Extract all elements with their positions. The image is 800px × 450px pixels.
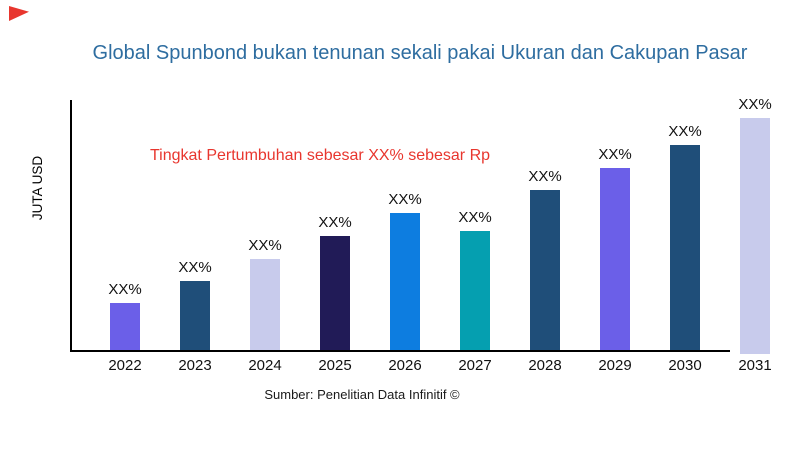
bar-2030 (670, 145, 700, 350)
bar-2029 (600, 168, 630, 350)
x-tick-label-2025: 2025 (318, 357, 352, 374)
x-tick-label-2027: 2027 (458, 357, 492, 374)
bar-2025 (320, 236, 350, 350)
growth-rate-annotation: Tingkat Pertumbuhan sebesar XX% sebesar … (150, 147, 491, 164)
bar-value-label-2031: XX% (738, 96, 772, 113)
bar-2027 (460, 231, 490, 350)
bar-value-label-2025: XX% (318, 214, 352, 231)
bar-value-label-2026: XX% (388, 191, 422, 208)
y-axis-line (70, 100, 72, 352)
y-axis-label: JUTA USD (30, 155, 45, 221)
flag-icon (9, 6, 29, 21)
bar-value-label-2030: XX% (668, 123, 702, 140)
bar-value-label-2028: XX% (528, 168, 562, 185)
bar-2024 (250, 259, 280, 350)
bar-value-label-2029: XX% (598, 146, 632, 163)
bar-value-label-2024: XX% (248, 237, 282, 254)
x-tick-label-2023: 2023 (178, 357, 212, 374)
x-tick-label-2026: 2026 (388, 357, 422, 374)
x-tick-label-2029: 2029 (598, 357, 632, 374)
x-tick-label-2022: 2022 (108, 357, 142, 374)
bar-2022 (110, 303, 140, 350)
source-attribution: Sumber: Penelitian Data Infinitif © (264, 387, 460, 402)
bar-2031 (740, 118, 770, 354)
x-tick-label-2028: 2028 (528, 357, 562, 374)
x-tick-label-2024: 2024 (248, 357, 282, 374)
chart-title: Global Spunbond bukan tenunan sekali pak… (92, 42, 748, 64)
x-tick-label-2031: 2031 (738, 357, 772, 374)
x-axis-line (70, 350, 730, 352)
bar-2023 (180, 281, 210, 350)
bar-value-label-2022: XX% (108, 281, 142, 298)
x-tick-label-2030: 2030 (668, 357, 702, 374)
bar-2028 (530, 190, 560, 350)
bar-value-label-2027: XX% (458, 209, 492, 226)
bar-value-label-2023: XX% (178, 259, 212, 276)
bar-2026 (390, 213, 420, 350)
